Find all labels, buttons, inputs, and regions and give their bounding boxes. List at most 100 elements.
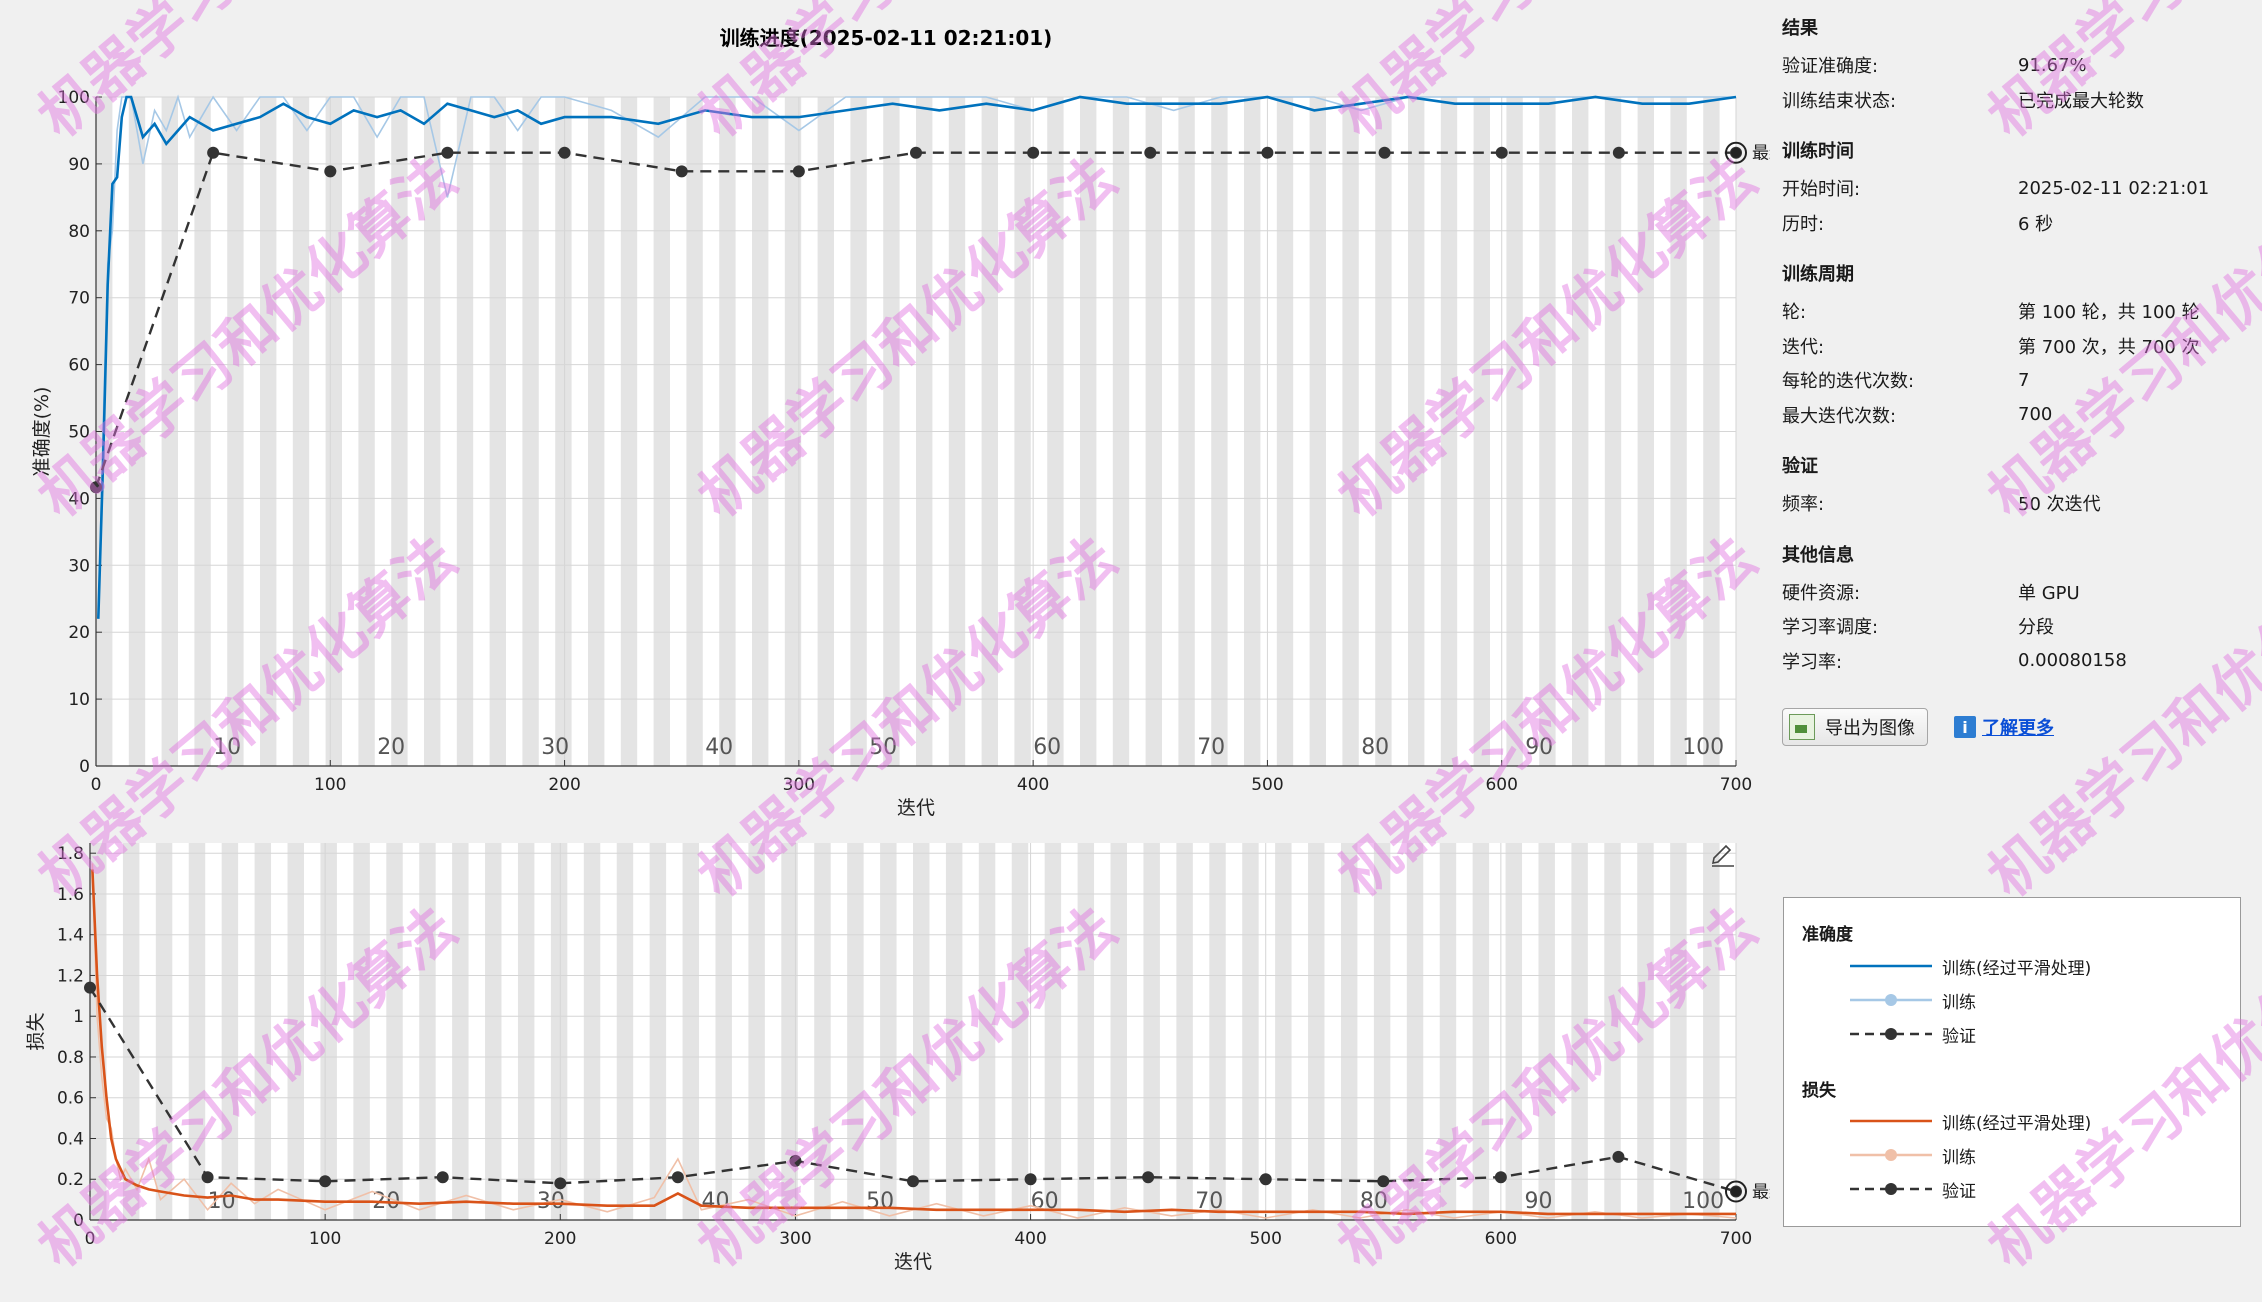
info-value: 第 700 次，共 700 次: [2018, 336, 2200, 358]
validation-point: [1612, 146, 1625, 159]
info-value: 91.67%: [2018, 54, 2087, 76]
epoch-label: 80: [1361, 735, 1389, 760]
info-row: 历时: 6 秒: [1782, 206, 2242, 241]
x-tick-label: 500: [1251, 775, 1283, 795]
x-tick-label: 500: [1249, 1229, 1281, 1249]
legend-swatch-line: [1850, 964, 1932, 968]
y-tick-label: 1.6: [57, 885, 84, 905]
legend-label: 训练: [1942, 1147, 1976, 1168]
epoch-band: [1571, 843, 1588, 1220]
x-tick-label: 0: [91, 775, 102, 795]
epoch-band: [1011, 843, 1029, 1220]
epoch-band: [386, 843, 403, 1220]
x-tick-label: 0: [85, 1229, 96, 1249]
legend-item-loss-train: 训练: [1848, 1142, 1976, 1168]
validation-point: [441, 146, 454, 159]
epoch-band: [1110, 843, 1127, 1220]
y-axis-label: 准确度(%): [31, 387, 53, 477]
validation-point: [90, 481, 102, 494]
info-key: 硬件资源:: [1782, 582, 1861, 604]
legend-label: 训练(经过平滑处理): [1942, 1113, 2092, 1134]
validation-point: [1495, 146, 1508, 159]
legend-item-acc-train: 训练: [1848, 987, 1976, 1013]
info-key: 训练结束状态:: [1782, 90, 1897, 112]
epoch-band: [978, 843, 996, 1220]
info-key: 历时:: [1782, 213, 1825, 235]
y-tick-label: 60: [68, 356, 90, 376]
epoch-band: [1275, 843, 1292, 1220]
validation-point: [792, 165, 805, 178]
epoch-band: [1538, 843, 1555, 1220]
info-key: 最大迭代次数:: [1782, 405, 1897, 427]
x-tick-label: 600: [1485, 775, 1517, 795]
learn-more-link[interactable]: 了解更多: [1982, 718, 2054, 739]
epoch-band: [1077, 843, 1095, 1220]
y-tick-label: 90: [68, 155, 90, 175]
validation-point: [201, 1171, 214, 1184]
info-row: 硬件资源: 单 GPU: [1782, 575, 2242, 610]
epoch-band: [649, 843, 667, 1220]
epoch-band: [1143, 843, 1160, 1220]
edit-pencil-icon[interactable]: [1711, 844, 1734, 867]
epoch-label: 70: [1197, 735, 1225, 760]
epoch-band: [155, 843, 173, 1220]
epoch-band: [616, 843, 634, 1220]
validation-point: [671, 1171, 684, 1184]
epoch-band: [1176, 843, 1193, 1220]
legend-label: 训练(经过平滑处理): [1942, 958, 2092, 979]
training-plots: 训练进度(2025-02-11 02:21:01) 01020304050607…: [25, 26, 1770, 1273]
epoch-label: 10: [213, 735, 241, 760]
legend-item-acc-smoothed: 训练(经过平滑处理): [1848, 953, 2091, 979]
validation-point: [1377, 1175, 1390, 1188]
legend-swatch-line: [1850, 994, 1932, 1006]
validation-point: [1378, 146, 1391, 159]
section-title-other: 其他信息: [1782, 544, 1854, 566]
x-axis-label: 迭代: [894, 1251, 932, 1273]
y-tick-label: 0.6: [57, 1089, 84, 1109]
export-image-label: 导出为图像: [1825, 718, 1915, 739]
x-tick-label: 400: [1017, 775, 1049, 795]
epoch-band: [1703, 843, 1720, 1220]
epoch-band: [188, 843, 206, 1220]
epoch-band: [320, 843, 337, 1220]
epoch-label: 50: [869, 735, 897, 760]
epoch-band: [682, 843, 700, 1220]
epoch-band: [1439, 843, 1457, 1220]
epoch-band: [353, 843, 370, 1220]
legend-item-acc-val: 验证: [1848, 1021, 1976, 1047]
info-row: 每轮的迭代次数: 7: [1782, 363, 2242, 398]
epoch-label: 60: [1033, 735, 1061, 760]
info-row: 学习率: 0.00080158: [1782, 644, 2242, 679]
final-label: 最终: [1752, 144, 1770, 164]
validation-point: [1027, 146, 1040, 159]
info-value: 单 GPU: [2018, 582, 2080, 604]
final-marker: [1725, 1180, 1747, 1203]
section-title-cycle: 训练周期: [1782, 264, 1854, 285]
epoch-label: 20: [377, 735, 405, 760]
series-line: [97, 94, 1736, 619]
y-tick-label: 20: [68, 623, 90, 643]
y-tick-label: 30: [68, 556, 90, 576]
y-tick-label: 1.2: [57, 966, 84, 986]
info-row: 训练结束状态: 已完成最大轮数: [1782, 83, 2242, 118]
epoch-label: 90: [1525, 735, 1553, 760]
final-marker-dot: [1731, 1186, 1741, 1197]
x-tick-label: 100: [314, 775, 346, 795]
export-image-button[interactable]: 导出为图像: [1782, 708, 1928, 746]
epoch-band: [254, 843, 272, 1220]
validation-point: [1144, 146, 1157, 159]
epoch-label: 100: [1682, 1189, 1724, 1214]
epoch-band: [781, 843, 798, 1220]
action-bar: 导出为图像 i 了解更多: [1782, 708, 2054, 746]
y-tick-label: 0.2: [57, 1170, 84, 1190]
y-tick-label: 1: [73, 1007, 84, 1027]
epoch-band: [880, 843, 897, 1220]
epoch-label: 30: [541, 735, 569, 760]
validation-point: [324, 165, 337, 178]
y-axis-label: 损失: [25, 1012, 47, 1050]
image-export-icon: [1789, 714, 1815, 740]
info-value: 50 次迭代: [2018, 494, 2101, 516]
epoch-label: 80: [1360, 1189, 1388, 1214]
legend-panel: 准确度 训练(经过平滑处理) 训练 验证 损失 训练(经过平滑处理) 训练 验证: [1783, 897, 2241, 1227]
epoch-band: [945, 843, 963, 1220]
